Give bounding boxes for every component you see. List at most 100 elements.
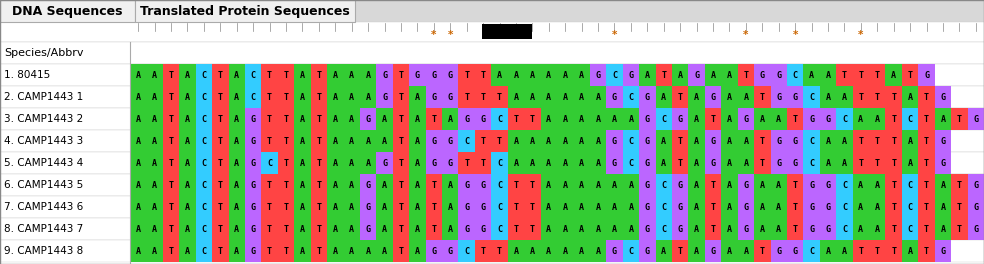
Bar [508, 108, 524, 130]
Text: G: G [480, 115, 485, 124]
Text: G: G [924, 70, 929, 79]
Bar [147, 152, 162, 174]
Text: T: T [497, 136, 502, 145]
Bar [508, 86, 524, 108]
Text: T: T [760, 158, 765, 167]
Bar [967, 174, 984, 196]
Text: G: G [431, 247, 436, 256]
Bar [886, 152, 902, 174]
Text: G: G [678, 202, 683, 211]
Bar [442, 196, 459, 218]
Bar [918, 240, 935, 262]
Bar [213, 240, 228, 262]
Bar [147, 240, 162, 262]
Bar [721, 64, 738, 86]
Text: A: A [185, 92, 190, 101]
Text: G: G [710, 92, 715, 101]
Bar [623, 174, 640, 196]
Bar [360, 218, 376, 240]
Text: T: T [497, 92, 502, 101]
Text: A: A [694, 224, 699, 233]
Bar [409, 152, 426, 174]
Text: T: T [168, 92, 173, 101]
Bar [130, 218, 147, 240]
Bar [213, 218, 228, 240]
Bar [787, 152, 803, 174]
Text: A: A [185, 70, 190, 79]
Bar [540, 196, 557, 218]
Text: C: C [907, 115, 912, 124]
Bar [491, 218, 508, 240]
Text: A: A [760, 224, 765, 233]
Bar [574, 240, 589, 262]
Text: T: T [514, 181, 519, 190]
Text: A: A [580, 92, 584, 101]
Text: 8. CAMP1443 7: 8. CAMP1443 7 [4, 224, 84, 234]
Bar [277, 108, 294, 130]
Text: T: T [217, 181, 222, 190]
Text: A: A [546, 181, 551, 190]
Bar [787, 130, 803, 152]
Text: T: T [480, 247, 485, 256]
Text: A: A [826, 70, 830, 79]
Text: A: A [941, 202, 946, 211]
Bar [294, 64, 311, 86]
Text: A: A [333, 224, 338, 233]
Bar [803, 218, 820, 240]
Text: A: A [875, 224, 880, 233]
Text: A: A [826, 92, 830, 101]
Text: A: A [661, 136, 666, 145]
Bar [869, 64, 886, 86]
Bar [130, 130, 147, 152]
Bar [672, 152, 689, 174]
Text: A: A [710, 70, 715, 79]
Text: T: T [431, 202, 436, 211]
Text: G: G [678, 115, 683, 124]
Text: G: G [826, 181, 830, 190]
Text: T: T [217, 202, 222, 211]
Text: T: T [464, 158, 469, 167]
Bar [803, 130, 820, 152]
Bar [852, 64, 869, 86]
Text: G: G [645, 92, 649, 101]
Text: T: T [399, 224, 403, 233]
Bar [820, 130, 836, 152]
Text: G: G [448, 92, 453, 101]
Bar [277, 240, 294, 262]
Bar [836, 130, 852, 152]
Bar [245, 218, 262, 240]
Text: A: A [333, 92, 338, 101]
Text: A: A [941, 115, 946, 124]
Bar [196, 108, 213, 130]
Bar [147, 86, 162, 108]
Bar [409, 64, 426, 86]
Text: A: A [349, 181, 354, 190]
Bar [967, 196, 984, 218]
Bar [491, 86, 508, 108]
Text: T: T [842, 70, 847, 79]
Text: *: * [612, 30, 617, 40]
Bar [343, 196, 360, 218]
Bar [672, 108, 689, 130]
Text: A: A [743, 158, 749, 167]
Bar [672, 130, 689, 152]
Text: T: T [743, 70, 749, 79]
Text: G: G [941, 247, 946, 256]
Bar [952, 218, 967, 240]
Bar [311, 64, 327, 86]
Text: T: T [956, 202, 962, 211]
Text: T: T [399, 115, 403, 124]
Text: *: * [792, 30, 798, 40]
Bar [738, 196, 754, 218]
Text: G: G [743, 115, 749, 124]
Text: C: C [202, 247, 207, 256]
Bar [918, 108, 935, 130]
Bar [672, 86, 689, 108]
Bar [262, 174, 277, 196]
Text: 3. CAMP1443 2: 3. CAMP1443 2 [4, 114, 84, 124]
Text: A: A [382, 247, 387, 256]
Text: T: T [168, 158, 173, 167]
Text: G: G [645, 136, 649, 145]
Bar [754, 240, 770, 262]
Text: C: C [629, 158, 634, 167]
